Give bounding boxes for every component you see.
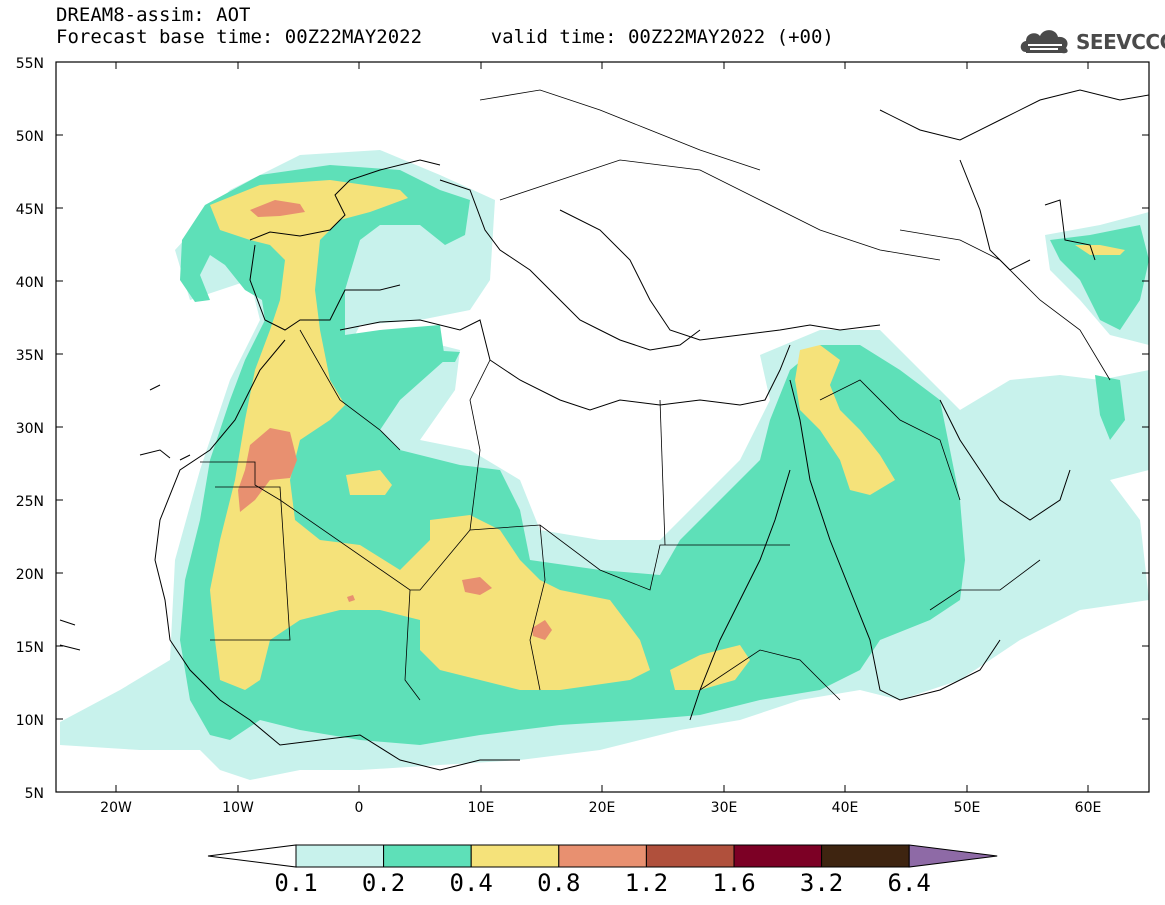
cloud-icon — [1020, 30, 1068, 54]
lon-label: 40E — [832, 800, 859, 816]
colorbar-box — [821, 844, 910, 868]
lon-label: 30E — [711, 800, 738, 816]
lat-label: 10N — [16, 713, 44, 729]
lat-label: 55N — [16, 56, 44, 72]
colorbar-level-label: 6.4 — [888, 869, 931, 897]
valid-time-label: valid time: 00Z22MAY2022 (+00) — [490, 26, 834, 48]
colorbar-box — [733, 844, 823, 868]
borders — [200, 89, 1111, 701]
colorbar-level-label: 0.4 — [450, 869, 493, 897]
lon-label: 0 — [355, 800, 364, 816]
lat-label: 30N — [16, 421, 44, 437]
colorbar-box — [295, 844, 385, 868]
lat-label: 20N — [16, 567, 44, 583]
colorbar-box — [645, 844, 735, 868]
coastlines — [59, 89, 1149, 771]
lon-label: 60E — [1075, 800, 1102, 816]
colorbar: 0.1 0.2 0.4 0.8 1.2 1.6 3.2 6.4 — [207, 844, 998, 897]
map-title: DREAM8-assim: AOT — [56, 4, 251, 26]
aot-level-0-8 — [238, 200, 552, 640]
map-frame — [55, 61, 1150, 793]
lon-label: 10W — [222, 800, 254, 816]
lat-label: 25N — [16, 494, 44, 510]
seevccc-logo: SEEVCCC — [1018, 24, 1165, 58]
colorbar-level-label: 0.2 — [362, 869, 405, 897]
lat-label: 5N — [25, 786, 44, 802]
colorbar-underflow-triangle — [207, 844, 297, 868]
aot-field — [60, 150, 1149, 780]
lat-label: 35N — [16, 348, 44, 364]
aot-level-0-2 — [180, 165, 1149, 745]
lat-label: 40N — [16, 275, 44, 291]
lat-label: 45N — [16, 202, 44, 218]
time-info: Forecast base time: 00Z22MAY2022 valid t… — [56, 26, 834, 48]
lat-axis: 55N 50N 45N 40N 35N 30N 25N 20N 15N 10N … — [16, 56, 44, 802]
lat-label: 15N — [16, 640, 44, 656]
colorbar-box — [470, 844, 560, 868]
lon-axis: 20W 10W 0 10E 20E 30E 40E 50E 60E — [100, 800, 1101, 816]
colorbar-level-label: 1.2 — [625, 869, 668, 897]
lon-label: 50E — [954, 800, 981, 816]
colorbar-overflow-triangle — [908, 844, 998, 868]
colorbar-box — [383, 844, 472, 868]
lon-label: 10E — [468, 800, 495, 816]
base-time-label: Forecast base time: 00Z22MAY2022 — [56, 26, 423, 48]
lat-label: 50N — [16, 129, 44, 145]
colorbar-level-label: 0.1 — [274, 869, 317, 897]
colorbar-level-label: 3.2 — [800, 869, 843, 897]
colorbar-level-label: 0.8 — [537, 869, 580, 897]
aot-level-0-4 — [210, 180, 1125, 690]
lon-label: 20W — [100, 800, 132, 816]
colorbar-level-label: 1.6 — [712, 869, 755, 897]
lon-label: 20E — [589, 800, 616, 816]
logo-text: SEEVCCC — [1076, 30, 1165, 54]
aot-level-0-1 — [60, 150, 1149, 780]
colorbar-box — [558, 844, 647, 868]
lon-ticks — [115, 62, 1089, 792]
lat-ticks — [56, 134, 1149, 720]
